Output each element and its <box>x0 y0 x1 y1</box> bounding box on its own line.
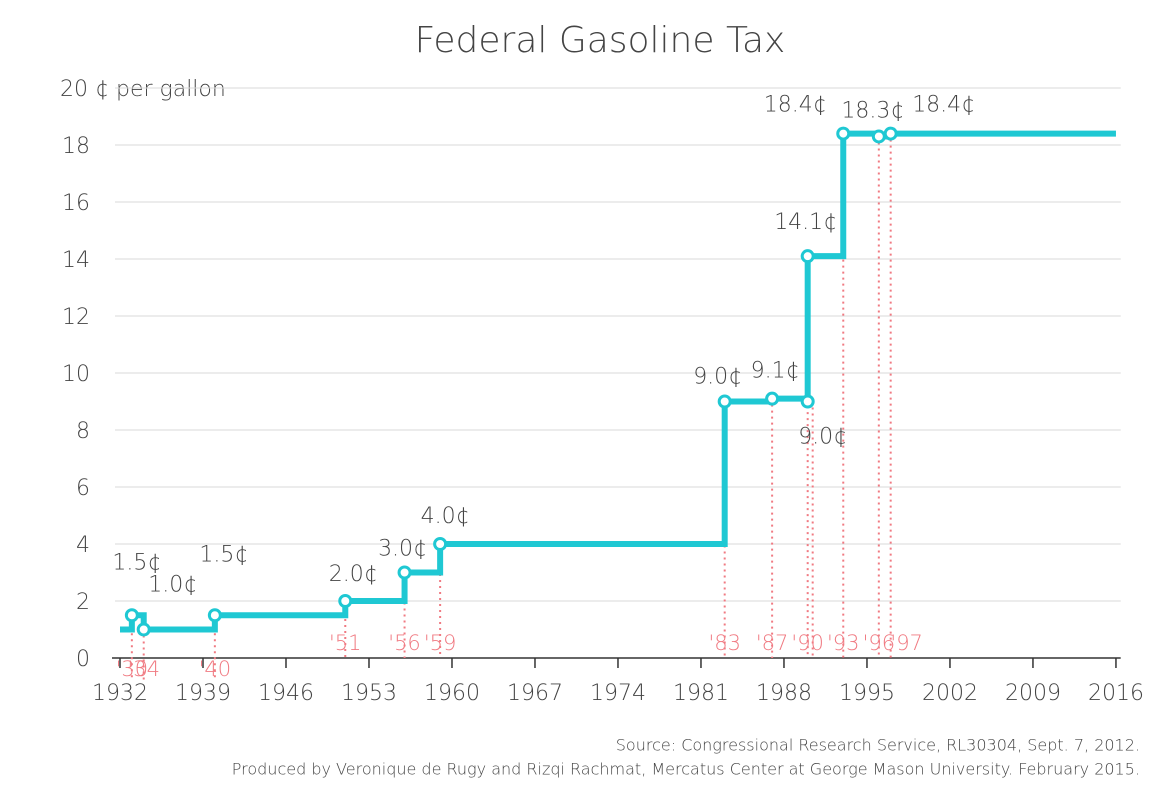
x-tick-label: 1946 <box>258 681 314 706</box>
year-label: '96 <box>863 631 896 655</box>
year-label: '90 <box>791 631 824 655</box>
y-axis-title: 20 ¢ per gallon <box>60 77 226 102</box>
point-marker <box>124 608 139 623</box>
x-tick-label: 1995 <box>839 681 895 706</box>
year-label: '59 <box>424 631 457 655</box>
y-tick-label: 14 <box>62 248 90 273</box>
x-tick-label: 2009 <box>1005 681 1061 706</box>
x-tick-label: 1974 <box>590 681 646 706</box>
value-label: 1.0¢ <box>148 573 197 598</box>
y-tick-label: 18 <box>62 134 90 159</box>
value-label: 1.5¢ <box>112 550 161 575</box>
value-label: 9.1¢ <box>751 359 800 384</box>
point-marker <box>871 129 886 144</box>
value-label: 18.4¢ <box>764 93 827 118</box>
value-label: 9.0¢ <box>693 365 742 390</box>
year-label: '51 <box>329 631 362 655</box>
point-marker <box>836 126 851 141</box>
y-tick-label: 2 <box>76 590 90 615</box>
y-tick-label: 16 <box>62 191 90 216</box>
value-label: 3.0¢ <box>378 537 427 562</box>
year-label: '30 <box>116 657 149 681</box>
y-tick-label: 6 <box>76 476 90 501</box>
point-marker <box>207 608 222 623</box>
point-marker <box>765 391 780 406</box>
x-tick-label: 1981 <box>673 681 729 706</box>
y-tick-label: 0 <box>76 647 90 672</box>
x-tick-label: 1939 <box>175 681 231 706</box>
y-tick-label: 10 <box>62 362 90 387</box>
x-tick-label: 2016 <box>1088 681 1144 706</box>
year-label: '34 <box>127 657 160 681</box>
point-marker <box>717 394 732 409</box>
value-label: 9.0¢ <box>798 425 847 450</box>
value-label: 1.5¢ <box>199 542 248 567</box>
year-label: '93 <box>827 631 860 655</box>
value-label: 18.4¢ <box>912 93 975 118</box>
credit-note: Produced by Veronique de Rugy and Rizqi … <box>232 760 1140 779</box>
point-marker <box>883 126 898 141</box>
value-label: 2.0¢ <box>329 562 378 587</box>
source-note: Source: Congressional Research Service, … <box>616 736 1140 755</box>
tax-line <box>120 130 1116 633</box>
x-tick-label: 1988 <box>756 681 812 706</box>
value-label: 14.1¢ <box>774 210 837 235</box>
value-label: 18.3¢ <box>841 98 904 123</box>
x-tick-label: 1960 <box>424 681 480 706</box>
year-label: '40 <box>199 657 232 681</box>
y-tick-label: 4 <box>76 533 90 558</box>
chart-title: Federal Gasoline Tax <box>415 20 786 61</box>
point-marker <box>800 394 815 409</box>
x-tick-label: 1953 <box>341 681 397 706</box>
year-label: '56 <box>388 631 421 655</box>
point-marker <box>397 565 412 580</box>
year-label: '83 <box>708 631 741 655</box>
point-marker <box>433 537 448 551</box>
point-marker <box>338 594 353 608</box>
year-label: '87 <box>756 631 789 655</box>
y-tick-label: 8 <box>76 419 90 444</box>
value-label: 4.0¢ <box>421 504 470 529</box>
point-marker <box>136 622 151 637</box>
x-tick-label: 2002 <box>922 681 978 706</box>
y-tick-label: 12 <box>62 305 90 330</box>
x-tick-label: 1932 <box>92 681 148 706</box>
x-tick-label: 1967 <box>507 681 563 706</box>
point-marker <box>800 249 815 264</box>
year-label: '97 <box>890 631 923 655</box>
